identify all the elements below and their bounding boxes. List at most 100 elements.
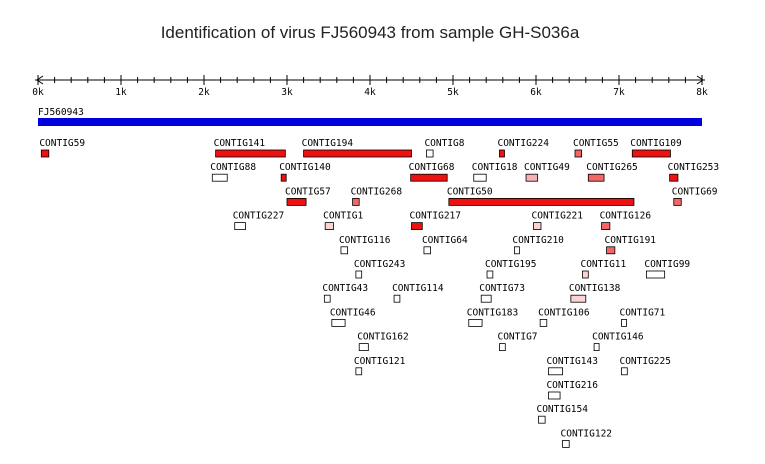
contig-contig268: CONTIG268	[351, 186, 403, 206]
contig-label: CONTIG225	[619, 356, 670, 367]
contig-contig69: CONTIG69	[672, 186, 718, 206]
contig-bar	[587, 173, 605, 182]
axis-tick-label: 8k	[696, 87, 708, 98]
contig-bar	[211, 173, 228, 182]
contig-bar	[352, 197, 360, 206]
contig-label: CONTIG191	[605, 235, 657, 246]
contig-label: CONTIG88	[210, 162, 256, 173]
axis-tick-label: 5k	[447, 87, 459, 98]
contig-label: CONTIG138	[569, 283, 621, 294]
contig-bar	[582, 270, 589, 279]
contig-contig243: CONTIG243	[354, 259, 405, 279]
reference-label: FJ560943	[38, 107, 84, 118]
contig-bar	[645, 270, 666, 279]
contig-bar	[593, 343, 600, 352]
contig-label: CONTIG59	[39, 138, 85, 149]
contig-bar	[601, 222, 611, 231]
contig-contig8: CONTIG8	[424, 138, 465, 158]
contig-bar	[358, 343, 369, 352]
contig-bar	[621, 367, 628, 376]
contig-contig106: CONTIG106	[538, 307, 590, 327]
contig-label: CONTIG69	[672, 186, 718, 197]
contig-contig43: CONTIG43	[322, 283, 368, 303]
contig-label: CONTIG221	[532, 211, 584, 222]
contig-contig99: CONTIG99	[644, 259, 690, 279]
contig-label: CONTIG265	[586, 162, 637, 173]
contig-bar	[606, 246, 616, 255]
contig-label: CONTIG50	[447, 186, 493, 197]
reference-bar	[38, 118, 702, 126]
contig-contig140: CONTIG140	[279, 162, 331, 182]
axis-tick-label: 4k	[364, 87, 376, 98]
contig-bar	[533, 222, 542, 231]
contig-bar	[486, 270, 494, 279]
contig-bar	[215, 149, 286, 158]
contig-contig116: CONTIG116	[339, 235, 391, 255]
contig-contig216: CONTIG216	[546, 380, 598, 400]
contig-bar	[468, 318, 483, 327]
contig-label: CONTIG116	[339, 235, 391, 246]
contig-contig183: CONTIG183	[467, 307, 518, 327]
axis-tick-label: 1k	[115, 87, 127, 98]
contig-bar	[499, 149, 505, 158]
contig-contig55: CONTIG55	[573, 138, 619, 158]
contig-contig138: CONTIG138	[569, 283, 621, 303]
contig-label: CONTIG106	[538, 307, 590, 318]
contig-label: CONTIG162	[357, 332, 408, 343]
contig-contig109: CONTIG109	[630, 138, 682, 158]
contig-bar	[303, 149, 412, 158]
contig-label: CONTIG224	[497, 138, 549, 149]
axis-tick-label: 3k	[281, 87, 293, 98]
contig-label: CONTIG146	[592, 332, 644, 343]
axis-tick-label: 6k	[530, 87, 542, 98]
contig-contig7: CONTIG7	[497, 332, 538, 352]
contig-bar	[538, 415, 546, 424]
contig-contig121: CONTIG121	[354, 356, 406, 376]
contig-contig265: CONTIG265	[586, 162, 638, 182]
contig-bar	[514, 246, 520, 255]
contig-label: CONTIG46	[330, 307, 376, 318]
contig-label: CONTIG143	[546, 356, 597, 367]
contig-contig71: CONTIG71	[619, 307, 666, 327]
contig-label: CONTIG73	[479, 283, 525, 294]
contig-label: CONTIG55	[573, 138, 619, 149]
contig-label: CONTIG57	[285, 186, 331, 197]
contig-contig194: CONTIG194	[302, 138, 412, 158]
contig-bar	[548, 391, 561, 400]
contig-bar	[673, 197, 682, 206]
contig-bar	[286, 197, 307, 206]
contig-contig1: CONTIG1	[323, 211, 363, 231]
contig-contig227: CONTIG227	[233, 211, 284, 231]
contig-bar	[234, 222, 246, 231]
genome-axis: 0k 1k 2k 3k 4k 5k 6k 7k 8k	[32, 75, 708, 98]
contig-label: CONTIG268	[351, 186, 403, 197]
contig-label: CONTIG114	[392, 283, 444, 294]
contig-bar	[426, 149, 434, 158]
contig-label: CONTIG217	[410, 211, 461, 222]
contig-track: CONTIG59 CONTIG141 CONTIG194 CONTIG8 CONTIG2…	[39, 138, 719, 448]
contig-bar	[562, 439, 570, 448]
contig-contig217: CONTIG217	[410, 211, 461, 231]
contig-contig221: CONTIG221	[532, 211, 584, 231]
contig-bar	[323, 294, 331, 303]
figure-title: Identification of virus FJ560943 from sa…	[161, 23, 580, 42]
contig-contig64: CONTIG64	[422, 235, 468, 255]
contig-label: CONTIG1	[323, 211, 363, 222]
contig-contig18: CONTIG18	[472, 162, 518, 182]
contig-contig225: CONTIG225	[619, 356, 671, 376]
contig-bar	[410, 173, 448, 182]
contig-label: CONTIG43	[322, 283, 368, 294]
axis-tick-label: 7k	[613, 87, 625, 98]
contig-bar	[574, 149, 583, 158]
contig-contig253: CONTIG253	[668, 162, 719, 182]
contig-bar	[40, 149, 50, 158]
contig-bar	[331, 318, 346, 327]
contig-contig73: CONTIG73	[479, 283, 525, 303]
contig-contig57: CONTIG57	[285, 186, 331, 206]
contig-contig126: CONTIG126	[600, 211, 651, 231]
contig-bar	[448, 197, 635, 206]
contig-bar	[355, 367, 363, 376]
contig-bar	[355, 270, 363, 279]
contig-contig143: CONTIG143	[546, 356, 598, 376]
